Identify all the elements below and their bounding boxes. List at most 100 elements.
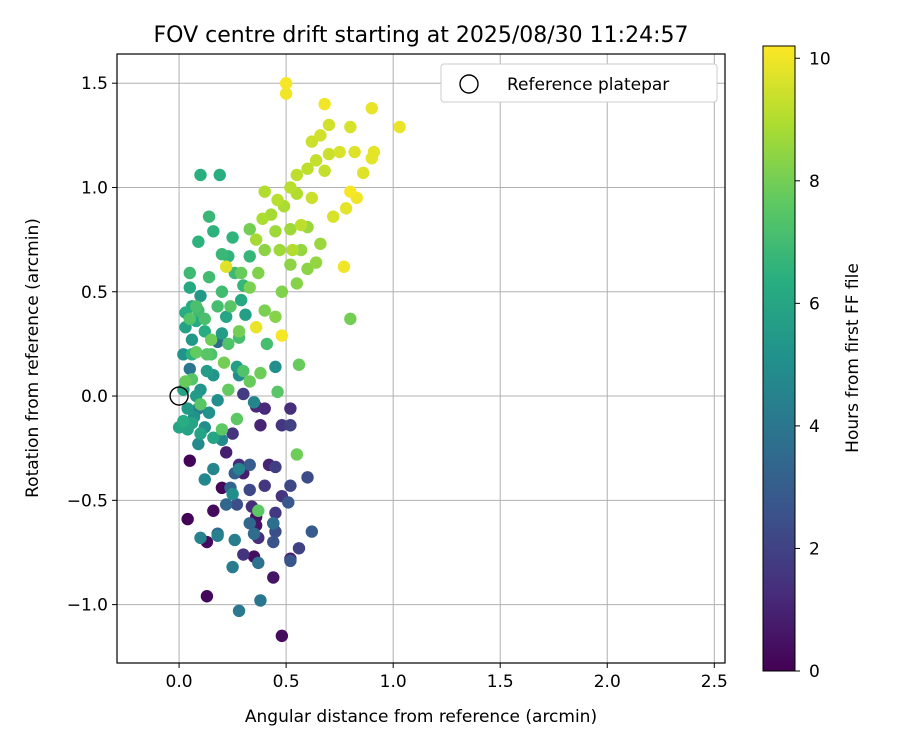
data-point [198,312,211,326]
x-tick-label: 2.5 [701,672,728,692]
data-point [260,337,274,351]
data-point [232,462,246,476]
legend-label-reference: Reference platepar [507,75,669,95]
data-point [254,366,267,380]
data-point [294,218,308,232]
colorbar-tick-label: 0 [809,662,820,682]
data-point [314,237,327,250]
data-point [292,542,306,555]
data-point [243,222,256,236]
colorbar-tick-label: 2 [809,539,820,559]
data-point [256,212,269,225]
legend-marker-reference [459,74,479,94]
data-point [258,185,271,198]
data-point [232,325,246,338]
data-point [301,162,314,175]
y-axis-ticks: −1.0 −0.5 0.0 0.5 1.0 1.5 [67,74,117,616]
plot-area [117,54,725,663]
colorbar: 0 2 4 6 8 10 Hours from first FF file [762,45,863,682]
data-point [292,358,306,371]
data-point [211,300,224,313]
data-point [237,364,250,378]
data-point [284,258,297,271]
data-point [282,496,295,509]
data-point [252,504,265,517]
x-axis-label: Angular distance from reference (arcmin) [245,707,597,727]
data-point [204,333,218,346]
data-point [198,325,211,338]
data-point [284,402,297,415]
data-point [252,556,265,570]
data-point [309,154,323,167]
x-tick-label: 0.5 [273,672,300,692]
data-point [183,454,196,467]
data-point [344,185,357,198]
data-point [215,423,229,436]
x-tick-label: 2.0 [594,672,621,692]
data-point [290,277,304,290]
data-point [190,300,203,313]
chart-title: FOV centre drift starting at 2025/08/30 … [154,23,689,48]
colorbar-label: Hours from first FF file [843,263,863,453]
data-point [344,312,357,326]
data-point [228,533,241,547]
data-point [305,135,319,148]
data-point [194,427,207,440]
data-point [219,498,233,511]
colorbar-tick-label: 8 [809,172,820,192]
data-point [243,281,256,294]
data-point [226,427,239,440]
y-tick-label: −0.5 [67,491,108,511]
data-point [217,356,231,369]
data-point [230,498,244,511]
data-point [185,333,199,346]
data-point [226,560,239,574]
data-point [284,222,297,236]
colorbar-gradient [762,45,796,672]
data-point [192,235,205,248]
data-point [226,231,239,244]
data-point [309,256,323,269]
data-point [249,233,263,246]
data-point [234,293,248,307]
y-tick-label: 0.0 [81,387,108,407]
x-tick-label: 1.0 [380,672,407,692]
data-point [215,285,229,298]
data-point [344,120,357,134]
data-point [202,270,216,284]
y-tick-label: −1.0 [67,596,108,616]
data-point [367,145,381,159]
data-point [279,87,293,100]
data-point [230,412,244,426]
data-point [301,262,314,276]
data-point [284,479,297,492]
colorbar-tick-label: 6 [809,294,820,314]
data-point [356,166,370,180]
data-point [222,383,235,396]
data-point [290,448,304,461]
x-axis-ticks: 0.0 0.5 1.0 1.5 2.0 2.5 [166,663,728,692]
data-point [305,525,319,538]
data-point [192,437,205,451]
data-point [207,225,220,238]
data-point [275,285,289,298]
legend-box [440,63,718,103]
plot-frame [116,53,726,664]
data-point [284,181,297,194]
data-point [194,531,207,545]
data-point [219,446,233,459]
data-point [269,225,282,238]
data-point [348,145,361,159]
colorbar-tick-label: 4 [809,417,820,437]
data-point [181,512,194,526]
reference-platepar-marker [169,386,189,406]
data-point [269,310,282,323]
data-point [207,504,220,517]
data-point [322,118,336,132]
colorbar-ticks: 0 2 4 6 8 10 [795,49,831,682]
data-point [202,210,216,223]
data-point [224,300,237,313]
data-point [271,385,284,399]
data-point [275,329,289,342]
y-tick-label: 0.5 [81,283,108,303]
